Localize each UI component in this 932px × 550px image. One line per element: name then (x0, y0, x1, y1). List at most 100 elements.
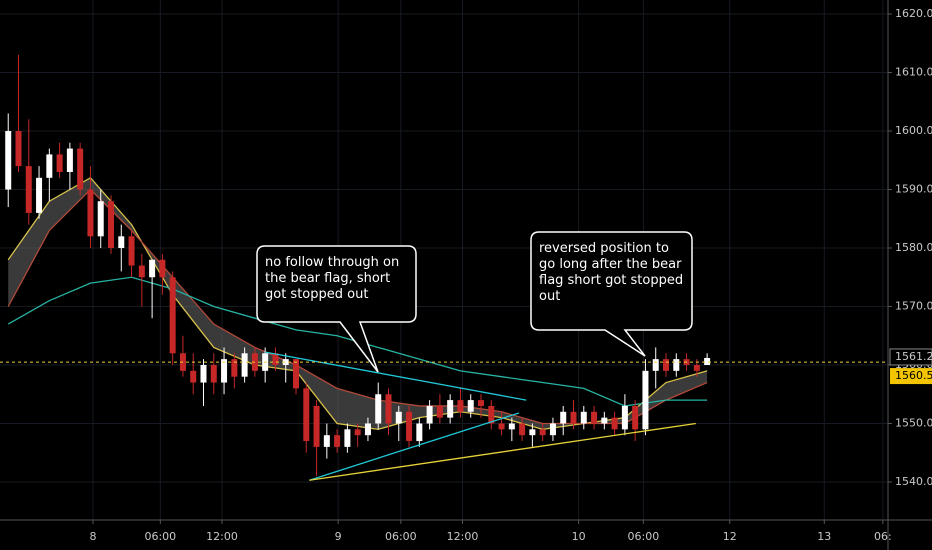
price-label-box (889, 348, 932, 366)
candle-body (385, 394, 392, 424)
candle-body (231, 359, 238, 377)
candle-body (25, 166, 32, 213)
candle-body (478, 400, 484, 406)
last-price-box (890, 368, 932, 385)
candle-body (272, 353, 279, 365)
candle-body (200, 364, 207, 383)
annotation-text: got stopped out (265, 287, 368, 302)
trendline (309, 422, 696, 481)
candle-body (87, 189, 94, 237)
y-tick-label: 1620.0 (895, 7, 932, 20)
candle-body (519, 423, 526, 436)
candle-body (426, 405, 433, 424)
candle-body (375, 394, 382, 424)
candle-body (632, 405, 639, 430)
candle-body (118, 236, 125, 249)
candle-body (334, 435, 341, 447)
annotation-text: out (539, 289, 560, 304)
y-tick-label: 1540.0 (895, 475, 932, 488)
trendline (309, 412, 520, 481)
candle-body (652, 359, 659, 371)
annotation-text: go long after the bear (539, 257, 682, 272)
candle-body (97, 201, 104, 237)
last-price-label: 1560.5 (895, 369, 932, 382)
x-tick-label: 12 (723, 530, 737, 543)
x-tick-label: 10 (572, 530, 586, 543)
candle-body (241, 353, 248, 377)
x-tick-label: 06:00 (628, 530, 660, 543)
y-tick-label: 1590.0 (895, 183, 932, 196)
candle-body (303, 388, 310, 442)
annotation-callout (530, 231, 693, 357)
x-tick-label: 9 (335, 530, 342, 543)
price-label: 1561.2 (895, 350, 932, 363)
candle-body (169, 277, 176, 354)
candle-body (529, 429, 536, 436)
x-tick-label: 06: (874, 530, 892, 543)
candle-body (570, 411, 577, 424)
candle-body (159, 259, 166, 278)
candle-body (344, 429, 351, 447)
candle-body (66, 148, 73, 172)
y-tick-label: 1600.0 (895, 124, 932, 137)
candle-body (395, 411, 402, 424)
x-tick-label: 06:00 (385, 530, 417, 543)
candle-body (364, 423, 371, 436)
candle-body (673, 359, 680, 371)
trendline (265, 351, 527, 401)
candle-body (621, 405, 628, 430)
candle-body (313, 405, 320, 447)
x-tick-label: 12:00 (447, 530, 479, 543)
candle-body (663, 359, 669, 371)
candle-body (108, 201, 114, 249)
candle-body (580, 411, 587, 424)
annotation-text: reversed position to (539, 241, 669, 256)
annotation-text: no follow through on (265, 255, 399, 270)
candle-body (539, 429, 546, 436)
candle-body (56, 154, 63, 172)
x-tick-label: 13 (817, 530, 831, 543)
x-tick-label: 8 (90, 530, 97, 543)
candle-body (210, 364, 217, 383)
y-tick-label: 1550.0 (895, 416, 932, 429)
candle-body (560, 411, 567, 424)
candle-body (436, 405, 443, 418)
candle-body (601, 417, 608, 424)
x-tick-label: 12:00 (206, 530, 238, 543)
candle-body (591, 411, 598, 424)
candle-body (693, 364, 700, 371)
candle-body (36, 177, 43, 213)
candle-body (498, 423, 505, 430)
x-tick-label: 06:00 (144, 530, 176, 543)
candle-body (642, 370, 649, 430)
candle-body (15, 131, 22, 167)
candle-body (323, 435, 330, 447)
annotation-text: flag short got stopped (539, 273, 683, 288)
candle-body (406, 411, 413, 442)
y-tick-label: 1580.0 (895, 241, 932, 254)
candle-body (354, 429, 361, 436)
y-tick-label: 1570.0 (895, 300, 932, 313)
candle-body (5, 131, 12, 190)
candle-body (128, 236, 135, 266)
candle-body (190, 370, 197, 383)
candle-body (457, 400, 464, 412)
annotation-callout (256, 245, 417, 373)
candle-body (611, 417, 618, 430)
y-tick-label: 1610.0 (895, 66, 932, 79)
candle-body (447, 400, 454, 418)
candle-body (704, 357, 711, 365)
moving-average (7, 188, 708, 425)
candle-body (138, 265, 145, 278)
candle-body (77, 148, 84, 190)
candle-body (416, 423, 423, 442)
candle-body (488, 405, 495, 424)
candle-body (46, 154, 53, 178)
candle-body (149, 259, 156, 278)
candle-body (221, 359, 228, 383)
candle-body (549, 423, 556, 436)
candle-body (282, 359, 289, 365)
candle-body (508, 423, 515, 430)
annotation-text: the bear flag, short (265, 271, 390, 286)
